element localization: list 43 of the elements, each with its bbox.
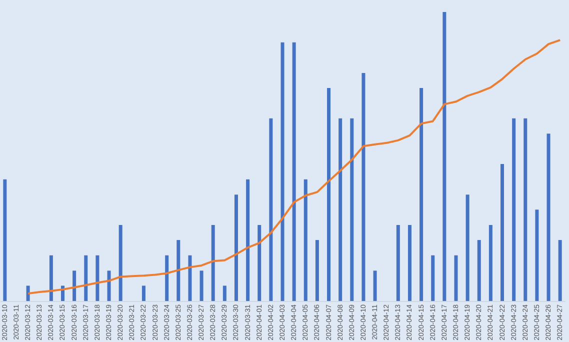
bar [165,255,169,301]
bar [118,224,122,301]
bar [558,240,562,301]
bar [304,179,308,301]
bar [327,88,331,301]
bar [142,286,146,301]
bar [211,224,215,301]
bar [546,134,550,301]
bar [96,255,100,301]
bar [442,12,446,301]
bar [280,42,284,301]
bar [200,270,204,301]
bar [466,194,470,301]
bar [246,179,250,301]
bar [431,255,435,301]
bar [420,88,424,301]
bar [188,255,192,301]
bar [176,240,180,301]
bar [362,72,366,301]
bar [373,270,377,301]
bar [350,118,354,301]
bar [26,286,30,301]
bar [3,179,7,301]
bar [222,286,226,301]
bar [524,118,528,301]
bar [477,240,481,301]
bar [315,240,319,301]
bar [72,270,76,301]
bar [292,42,296,301]
bar [269,118,273,301]
bar [454,255,458,301]
bar [258,224,262,301]
bar [338,118,342,301]
bar [408,224,412,301]
bar [535,210,539,301]
bar [396,224,400,301]
bar [512,118,516,301]
bar [500,164,504,301]
bar [84,255,88,301]
bar [49,255,53,301]
bar [234,194,238,301]
bar [107,270,111,301]
bar [488,224,492,301]
